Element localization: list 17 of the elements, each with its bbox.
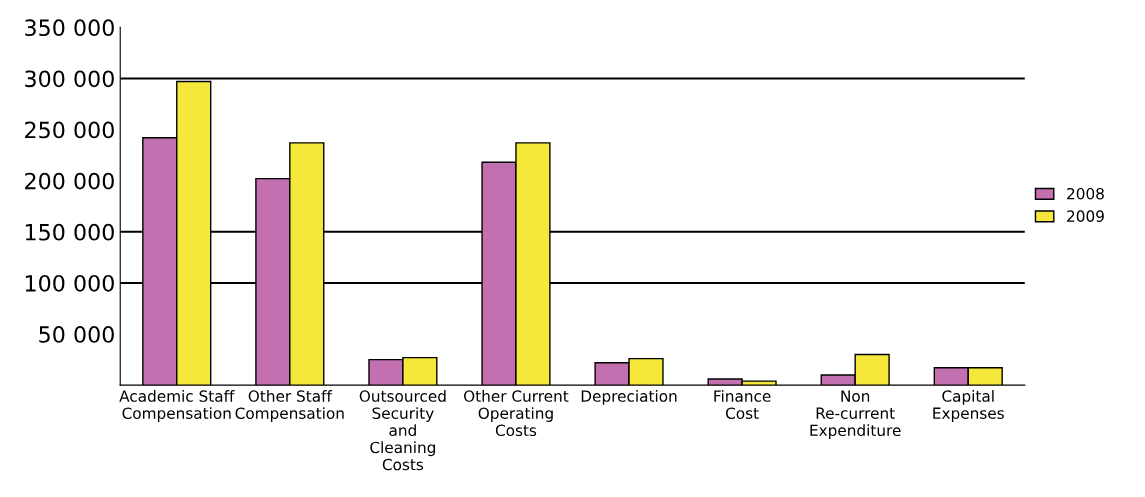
- x-tick-label: Depreciation: [581, 390, 677, 405]
- y-tick-label: 350 000: [25, 19, 114, 37]
- y-tick-label: 250 000: [25, 121, 114, 139]
- y-tick-label: 300 000: [25, 70, 114, 88]
- y-tick-label: 50 000: [39, 326, 114, 343]
- x-tick-label: Outsourced Security and Cleaning Costs: [359, 390, 446, 471]
- x-tick-label: Academic Staff Compensation: [119, 390, 235, 422]
- x-tick-label: Other Current Operating Costs: [464, 390, 569, 437]
- x-tick-label: Capital Expenses: [933, 390, 1004, 422]
- legend-label: 2008: [1067, 187, 1104, 200]
- y-tick-label: 100 000: [25, 274, 114, 292]
- x-tick-label: Finance Cost: [714, 390, 771, 419]
- y-tick-label: 200 000: [25, 172, 114, 190]
- legend-label: 2009: [1067, 210, 1104, 222]
- x-tick-label: Other Staff Compensation: [235, 390, 344, 422]
- y-tick-label: 150 000: [25, 223, 114, 241]
- x-tick-label: Non Re-current Expenditure: [810, 390, 901, 440]
